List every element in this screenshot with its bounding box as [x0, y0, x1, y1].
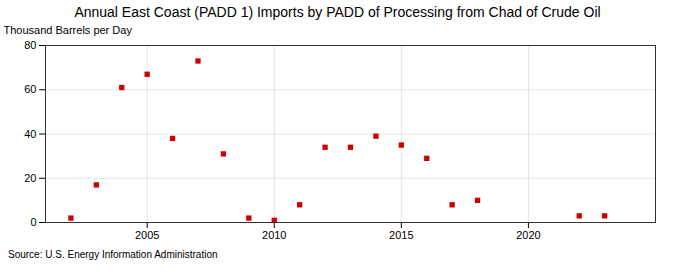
svg-text:Thousand Barrels per Day: Thousand Barrels per Day — [4, 24, 133, 36]
svg-text:20: 20 — [24, 172, 36, 184]
html-text:Annual East Coast (PADD 1) Imp: Annual East Coast (PADD 1) Imports by PA… — [74, 4, 601, 20]
svg-text:2020: 2020 — [516, 229, 540, 241]
svg-text:2010: 2010 — [262, 229, 286, 241]
html-text:Source: U.S. Energy Informatio: Source: U.S. Energy Information Administ… — [8, 249, 218, 260]
svg-text:40: 40 — [24, 128, 36, 140]
svg-text:0: 0 — [30, 216, 36, 228]
svg-text:2015: 2015 — [389, 229, 413, 241]
svg-text:80: 80 — [24, 39, 36, 51]
svg-text:60: 60 — [24, 83, 36, 95]
svg-text:2005: 2005 — [135, 229, 159, 241]
